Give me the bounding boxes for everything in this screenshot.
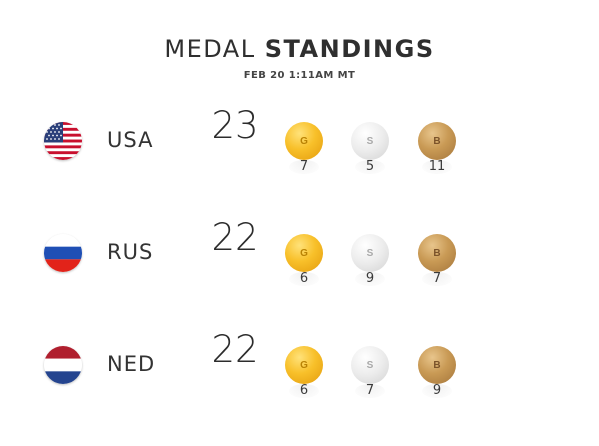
silver-count: 7: [365, 383, 375, 398]
gold-medal-icon: G: [285, 122, 323, 174]
usa-flag-icon: [44, 122, 82, 160]
silver-medal-icon: S: [351, 122, 389, 174]
gold-count: 6: [299, 271, 309, 286]
standings-row-usa: USA 23 G 7 S 5 B 11: [0, 104, 599, 222]
bronze-count: 9: [432, 383, 442, 398]
gold-count: 7: [299, 159, 309, 174]
medal-standings-title: MEDAL STANDINGS: [0, 35, 599, 63]
medal-total: 22: [211, 328, 259, 371]
medal-total: 23: [211, 104, 259, 147]
gold-medal-icon: G: [285, 346, 323, 398]
silver-count: 9: [365, 271, 375, 286]
timestamp: FEB 20 1:11AM MT: [243, 70, 356, 81]
country-name: NED: [107, 352, 156, 376]
gold-medal-icon: G: [285, 234, 323, 286]
silver-medal-icon: S: [351, 346, 389, 398]
bronze-count: 7: [432, 271, 442, 286]
standings-row-ned: NED 22 G 6 S 7 B 9: [0, 328, 599, 446]
silver-count: 5: [365, 159, 375, 174]
silver-medal-icon: S: [351, 234, 389, 286]
russia-flag-icon: [44, 234, 82, 272]
country-name: USA: [107, 128, 154, 152]
bronze-medal-icon: B: [418, 346, 456, 398]
medal-total: 22: [211, 216, 259, 259]
standings-row-rus: RUS 22 G 6 S 9 B 7: [0, 216, 599, 334]
netherlands-flag-icon: [44, 346, 82, 384]
gold-count: 6: [299, 383, 309, 398]
bronze-medal-icon: B: [418, 234, 456, 286]
bronze-count: 11: [428, 159, 446, 174]
bronze-medal-icon: B: [418, 122, 456, 174]
country-name: RUS: [107, 240, 154, 264]
title-light: MEDAL: [164, 35, 256, 63]
title-bold: STANDINGS: [264, 35, 435, 63]
